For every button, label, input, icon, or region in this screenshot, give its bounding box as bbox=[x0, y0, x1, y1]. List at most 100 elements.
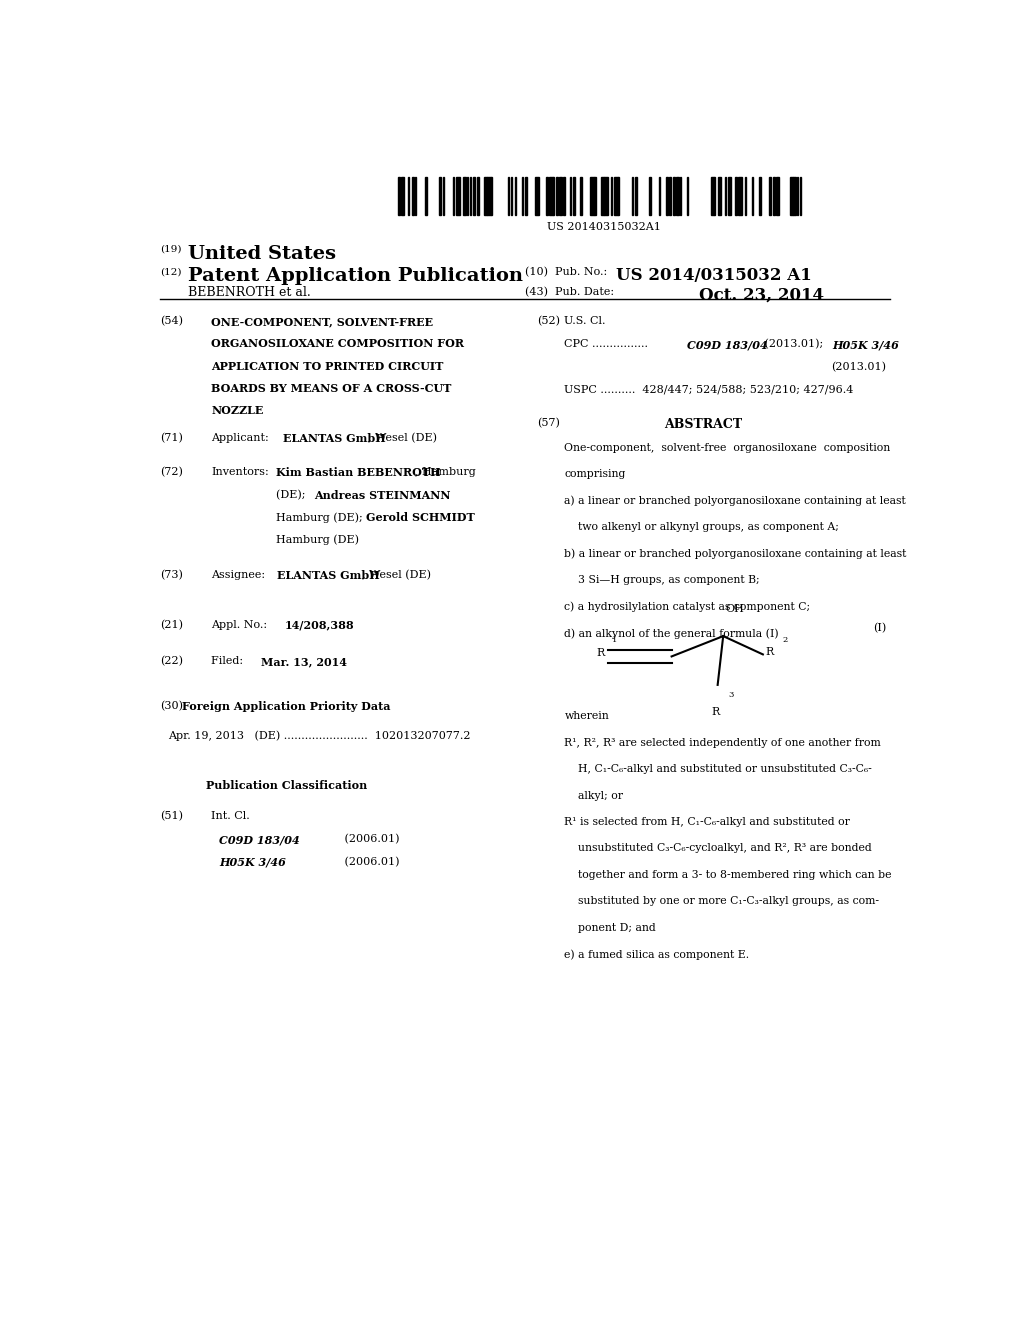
Text: ONE-COMPONENT, SOLVENT-FREE: ONE-COMPONENT, SOLVENT-FREE bbox=[211, 315, 433, 327]
Bar bbox=[439, 177, 440, 215]
Text: 3 Si—H groups, as component B;: 3 Si—H groups, as component B; bbox=[564, 576, 760, 585]
Bar bbox=[425, 177, 427, 215]
Bar bbox=[563, 177, 564, 215]
Text: Gerold SCHMIDT: Gerold SCHMIDT bbox=[367, 512, 475, 523]
Text: Publication Classification: Publication Classification bbox=[206, 780, 368, 792]
Text: (22): (22) bbox=[160, 656, 182, 667]
Text: Hamburg (DE): Hamburg (DE) bbox=[276, 535, 359, 545]
Text: United States: United States bbox=[187, 244, 336, 263]
Text: Int. Cl.: Int. Cl. bbox=[211, 810, 250, 821]
Text: (57): (57) bbox=[537, 417, 559, 428]
Bar bbox=[759, 177, 761, 215]
Text: d) an alkynol of the general formula (I): d) an alkynol of the general formula (I) bbox=[564, 628, 779, 639]
Text: Assignee:: Assignee: bbox=[211, 570, 272, 579]
Bar bbox=[573, 177, 574, 215]
Bar bbox=[611, 177, 612, 215]
Text: 14/208,388: 14/208,388 bbox=[285, 620, 354, 631]
Text: H05K 3/46: H05K 3/46 bbox=[833, 339, 900, 350]
Text: , Wesel (DE): , Wesel (DE) bbox=[362, 570, 431, 581]
Bar bbox=[508, 177, 509, 215]
Bar bbox=[617, 177, 618, 215]
Bar bbox=[745, 177, 746, 215]
Text: (21): (21) bbox=[160, 620, 182, 630]
Bar bbox=[580, 177, 582, 215]
Bar bbox=[457, 177, 460, 215]
Bar bbox=[725, 177, 726, 215]
Bar bbox=[614, 177, 617, 215]
Text: BOARDS BY MEANS OF A CROSS-CUT: BOARDS BY MEANS OF A CROSS-CUT bbox=[211, 383, 452, 395]
Text: R¹, R², R³ are selected independently of one another from: R¹, R², R³ are selected independently of… bbox=[564, 738, 882, 747]
Text: (72): (72) bbox=[160, 467, 182, 478]
Bar bbox=[738, 177, 741, 215]
Text: Apr. 19, 2013   (DE) ........................  102013207077.2: Apr. 19, 2013 (DE) .....................… bbox=[168, 731, 470, 742]
Text: ORGANOSILOXANE COMPOSITION FOR: ORGANOSILOXANE COMPOSITION FOR bbox=[211, 338, 464, 350]
Text: C09D 183/04: C09D 183/04 bbox=[219, 834, 300, 845]
Bar bbox=[556, 177, 558, 215]
Bar bbox=[632, 177, 634, 215]
Bar bbox=[735, 177, 737, 215]
Bar bbox=[515, 177, 516, 215]
Text: (2013.01);: (2013.01); bbox=[761, 339, 827, 350]
Bar bbox=[711, 177, 714, 215]
Text: c) a hydrosilylation catalyst as component C;: c) a hydrosilylation catalyst as compone… bbox=[564, 602, 811, 612]
Text: 2: 2 bbox=[782, 636, 788, 644]
Bar bbox=[635, 177, 637, 215]
Bar bbox=[769, 177, 771, 215]
Text: H, C₁-C₆-alkyl and substituted or unsubstituted C₃-C₆-: H, C₁-C₆-alkyl and substituted or unsubs… bbox=[564, 764, 872, 774]
Bar bbox=[680, 177, 681, 215]
Text: (10)  Pub. No.:: (10) Pub. No.: bbox=[524, 267, 607, 277]
Text: (52): (52) bbox=[537, 315, 560, 326]
Text: Inventors:: Inventors: bbox=[211, 467, 269, 478]
Bar bbox=[412, 177, 414, 215]
Text: two alkenyl or alkynyl groups, as component A;: two alkenyl or alkynyl groups, as compon… bbox=[564, 523, 840, 532]
Bar bbox=[687, 177, 688, 215]
Text: BEBENROTH et al.: BEBENROTH et al. bbox=[187, 286, 310, 300]
Bar bbox=[546, 177, 548, 215]
Text: USPC ..........  428/447; 524/588; 523/210; 427/96.4: USPC .......... 428/447; 524/588; 523/21… bbox=[564, 384, 854, 395]
Bar bbox=[677, 177, 679, 215]
Text: e) a fumed silica as component E.: e) a fumed silica as component E. bbox=[564, 949, 750, 960]
Text: (54): (54) bbox=[160, 315, 182, 326]
Text: (2013.01): (2013.01) bbox=[830, 362, 886, 372]
Bar bbox=[797, 177, 799, 215]
Bar bbox=[776, 177, 778, 215]
Bar bbox=[673, 177, 675, 215]
Text: (30): (30) bbox=[160, 701, 182, 711]
Text: together and form a 3- to 8-membered ring which can be: together and form a 3- to 8-membered rin… bbox=[564, 870, 892, 880]
Text: comprising: comprising bbox=[564, 470, 626, 479]
Bar bbox=[666, 177, 669, 215]
Text: OH: OH bbox=[726, 603, 744, 614]
Text: unsubstituted C₃-C₆-cycloalkyl, and R², R³ are bonded: unsubstituted C₃-C₆-cycloalkyl, and R², … bbox=[564, 843, 872, 854]
Bar bbox=[536, 177, 539, 215]
Text: (2006.01): (2006.01) bbox=[334, 834, 399, 845]
Text: ponent D; and: ponent D; and bbox=[564, 923, 656, 933]
Bar bbox=[790, 177, 794, 215]
Bar bbox=[521, 177, 522, 215]
Bar bbox=[752, 177, 753, 215]
Bar bbox=[604, 177, 607, 215]
Text: APPLICATION TO PRINTED CIRCUIT: APPLICATION TO PRINTED CIRCUIT bbox=[211, 360, 443, 372]
Bar bbox=[467, 177, 468, 215]
Bar bbox=[553, 177, 554, 215]
Text: R: R bbox=[765, 647, 773, 657]
Bar bbox=[718, 177, 721, 215]
Bar bbox=[591, 177, 594, 215]
Bar bbox=[473, 177, 474, 215]
Bar bbox=[415, 177, 416, 215]
Bar bbox=[659, 177, 660, 215]
Text: 3: 3 bbox=[729, 692, 734, 700]
Bar bbox=[453, 177, 454, 215]
Bar bbox=[601, 177, 604, 215]
Text: US 20140315032A1: US 20140315032A1 bbox=[547, 223, 662, 232]
Text: Applicant:: Applicant: bbox=[211, 433, 276, 442]
Text: R¹ is selected from H, C₁-C₆-alkyl and substituted or: R¹ is selected from H, C₁-C₆-alkyl and s… bbox=[564, 817, 850, 828]
Text: (73): (73) bbox=[160, 570, 182, 581]
Bar bbox=[463, 177, 466, 215]
Text: Patent Application Publication: Patent Application Publication bbox=[187, 267, 522, 285]
Text: Kim Bastian BEBENROTH: Kim Bastian BEBENROTH bbox=[276, 467, 441, 478]
Text: substituted by one or more C₁-C₃-alkyl groups, as com-: substituted by one or more C₁-C₃-alkyl g… bbox=[564, 896, 880, 907]
Text: One-component,  solvent-free  organosiloxane  composition: One-component, solvent-free organosiloxa… bbox=[564, 444, 891, 453]
Bar bbox=[794, 177, 796, 215]
Bar bbox=[477, 177, 478, 215]
Text: ELANTAS GmbH: ELANTAS GmbH bbox=[278, 570, 380, 581]
